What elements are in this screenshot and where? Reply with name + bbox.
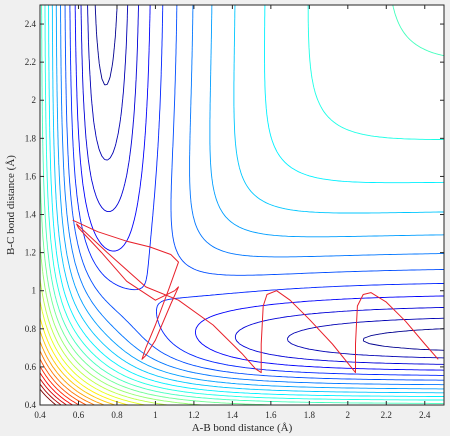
y-tick-label: 1	[32, 286, 37, 296]
contour-line	[40, 350, 95, 405]
contour-line	[69, 5, 444, 376]
x-tick-label: 1.6	[265, 410, 277, 420]
contour-line	[94, 5, 444, 351]
x-axis-ticks: 0.4 0.6 0.8 1 1.2 1.4 1.6 1.8 2 2.2 2.4	[34, 5, 431, 420]
trajectory-layer	[72, 219, 439, 374]
x-tick-label: 1.8	[304, 410, 316, 420]
contour-line	[87, 5, 444, 359]
y-tick-label: 0.8	[25, 324, 37, 334]
contour-line	[80, 5, 444, 365]
y-tick-label: 2.2	[25, 57, 36, 67]
plot-area	[40, 5, 444, 405]
x-tick-label: 1.2	[188, 410, 199, 420]
y-axis-label: B-C bond distance (Å)	[5, 155, 17, 255]
contour-line	[40, 383, 62, 405]
contour-line	[60, 5, 444, 386]
contour-line	[55, 5, 444, 390]
x-axis-label: A-B bond distance (Å)	[192, 422, 293, 434]
contour-line	[40, 358, 87, 405]
trajectory-line	[72, 219, 439, 374]
x-tick-label: 2	[346, 410, 351, 420]
x-tick-label: 0.6	[73, 410, 85, 420]
contour-line	[48, 5, 444, 397]
contour-line	[64, 5, 444, 381]
y-tick-label: 1.6	[25, 171, 37, 181]
x-tick-label: 2.2	[381, 410, 392, 420]
contour-line	[44, 5, 444, 401]
contour-line	[40, 330, 116, 405]
contour-line	[40, 278, 168, 405]
x-tick-label: 2.4	[419, 410, 431, 420]
contour-line	[40, 365, 80, 405]
contour-lines	[40, 5, 444, 405]
x-tick-label: 0.4	[34, 410, 46, 420]
contour-line	[40, 388, 57, 405]
y-tick-label: 1.2	[25, 248, 36, 258]
x-tick-label: 1	[153, 410, 158, 420]
y-tick-label: 2.4	[25, 19, 37, 29]
y-tick-label: 1.8	[25, 133, 37, 143]
y-axis-ticks: 0.4 0.6 0.8 1 1.2 1.4 1.6 1.8 2 2.2 2.4	[25, 19, 444, 410]
contour-line	[40, 300, 146, 405]
contour-line	[40, 244, 203, 405]
contour-line	[40, 378, 67, 405]
contour-line	[51, 5, 444, 394]
contour-line	[40, 341, 105, 405]
contour-line	[40, 317, 129, 405]
plot-frame	[39, 4, 445, 406]
y-tick-label: 1.4	[25, 210, 37, 220]
contour-line	[74, 5, 444, 371]
y-tick-label: 0.6	[25, 362, 37, 372]
x-tick-label: 1.4	[227, 410, 239, 420]
y-tick-label: 0.4	[25, 400, 37, 410]
x-tick-label: 0.8	[111, 410, 123, 420]
y-tick-label: 2	[32, 95, 37, 105]
